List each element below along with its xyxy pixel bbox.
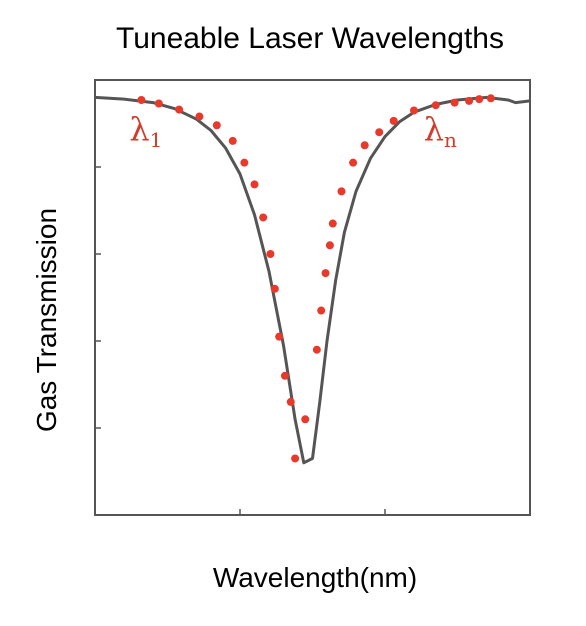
laser-wavelength-point [228, 136, 237, 145]
laser-wavelength-point [250, 180, 259, 189]
laser-wavelength-point [389, 116, 398, 125]
laser-wavelength-point [410, 106, 418, 115]
laser-wavelength-point [465, 96, 474, 105]
laser-wavelength-point [275, 332, 284, 341]
laser-wavelength-point [312, 345, 321, 354]
laser-wavelength-point [325, 241, 334, 250]
laser-wavelength-point [270, 284, 279, 293]
laser-wavelength-point [328, 219, 337, 228]
x-axis-label: Wavelength(nm) [212, 562, 418, 593]
transmission-line [94, 95, 531, 465]
laser-wavelength-point [137, 96, 146, 105]
laser-wavelength-point [317, 306, 326, 315]
lambda-n-annotation: λn [424, 110, 457, 152]
lambda-symbol: λ [424, 110, 444, 148]
laser-wavelength-point [286, 397, 295, 406]
lambda-1-annotation: λ1 [129, 110, 162, 152]
laser-wavelength-point [486, 94, 495, 103]
laser-wavelength-point [240, 158, 249, 167]
laser-wavelength-point [301, 415, 310, 424]
laser-wavelength-point [321, 269, 330, 278]
laser-wavelength-point [360, 141, 369, 150]
laser-wavelength-point [280, 371, 289, 380]
laser-wavelength-point [259, 213, 268, 222]
laser-wavelength-point [475, 95, 484, 104]
lambda-symbol: λ [129, 110, 149, 148]
laser-wavelength-point [291, 454, 300, 463]
plot-frame [94, 79, 531, 516]
laser-wavelength-point [266, 250, 275, 258]
laser-wavelength-point [175, 105, 184, 114]
laser-wavelength-point [349, 158, 358, 167]
laser-wavelength-point [154, 99, 163, 108]
laser-wavelength-point [337, 187, 346, 196]
chart-title: Tuneable Laser Wavelengths [115, 22, 504, 55]
laser-wavelength-point [375, 128, 384, 137]
laser-wavelength-point [212, 121, 221, 130]
laser-wavelength-point [195, 112, 204, 121]
laser-wavelength-point [431, 101, 440, 110]
laser-wavelength-point [450, 98, 459, 107]
lambda-subscript: n [444, 128, 457, 152]
lambda-subscript: 1 [150, 128, 163, 152]
